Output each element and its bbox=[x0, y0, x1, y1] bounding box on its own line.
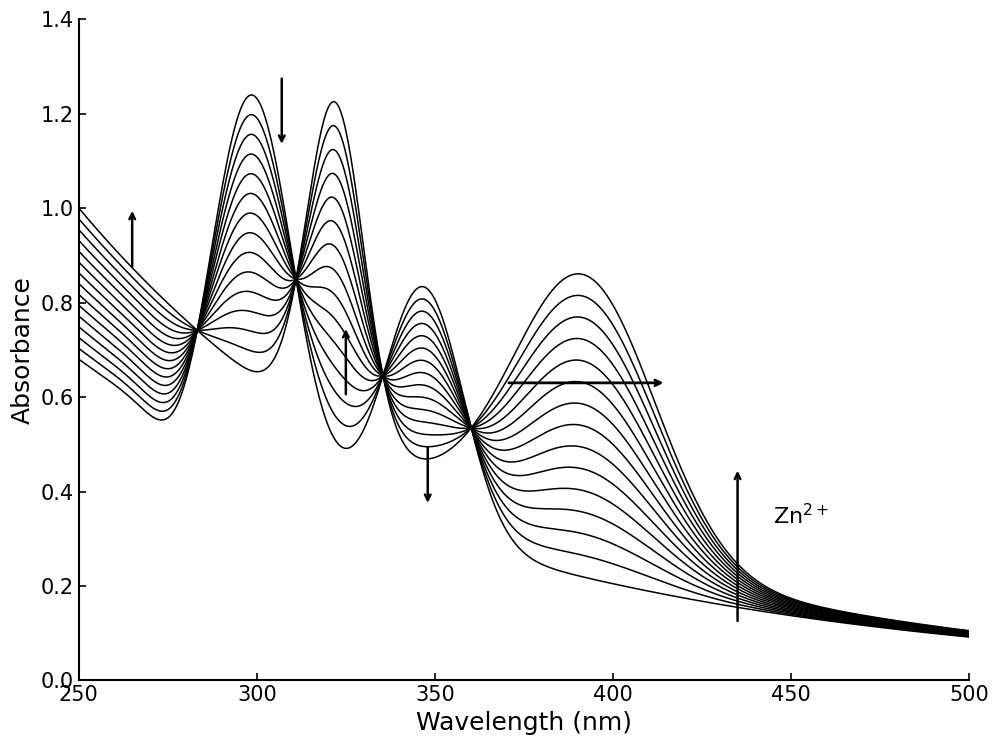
Text: Zn$^{2+}$: Zn$^{2+}$ bbox=[773, 503, 829, 527]
X-axis label: Wavelength (nm): Wavelength (nm) bbox=[416, 711, 632, 735]
Y-axis label: Absorbance: Absorbance bbox=[11, 276, 35, 424]
